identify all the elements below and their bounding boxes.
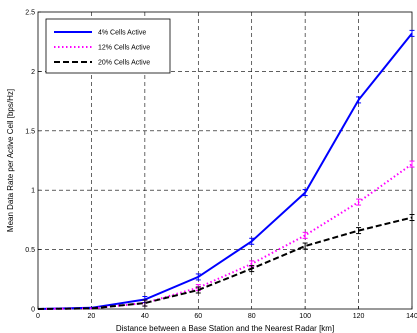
- legend-label-1: 4% Cells Active: [98, 30, 146, 37]
- x-tick-label: 120: [353, 313, 365, 320]
- y-tick-label: 1.5: [25, 128, 35, 135]
- y-tick-label: 0: [31, 307, 35, 314]
- series-line-3: [37, 216, 413, 310]
- x-axis-title: Distance between a Base Station and the …: [116, 324, 334, 333]
- legend-label-3: 20% Cells Active: [98, 60, 150, 67]
- grid: [38, 12, 412, 309]
- x-tick-label: 80: [248, 313, 256, 320]
- y-tick-label: 2: [31, 69, 35, 76]
- legend: 4% Cells Active 12% Cells Active 20% Cells…: [45, 18, 171, 74]
- y-axis-title: Mean Data Rate per Active Cell [bps/Hz]: [6, 89, 15, 232]
- series-line-1: [37, 32, 413, 310]
- y-tick-label: 1: [31, 188, 35, 195]
- x-tick-label: 20: [88, 313, 96, 320]
- plot-frame: [37, 11, 413, 310]
- y-tick-label: 0.5: [25, 247, 35, 254]
- legend-label-2: 12% Cells Active: [98, 45, 150, 52]
- x-tick-label: 140: [406, 313, 417, 320]
- x-tick-label: 40: [141, 313, 149, 320]
- series-group: [37, 29, 415, 310]
- x-tick-label: 100: [299, 313, 311, 320]
- x-tick-label: 0: [36, 313, 40, 320]
- y-tick-label: 2.5: [25, 10, 35, 17]
- x-tick-label: 60: [194, 313, 202, 320]
